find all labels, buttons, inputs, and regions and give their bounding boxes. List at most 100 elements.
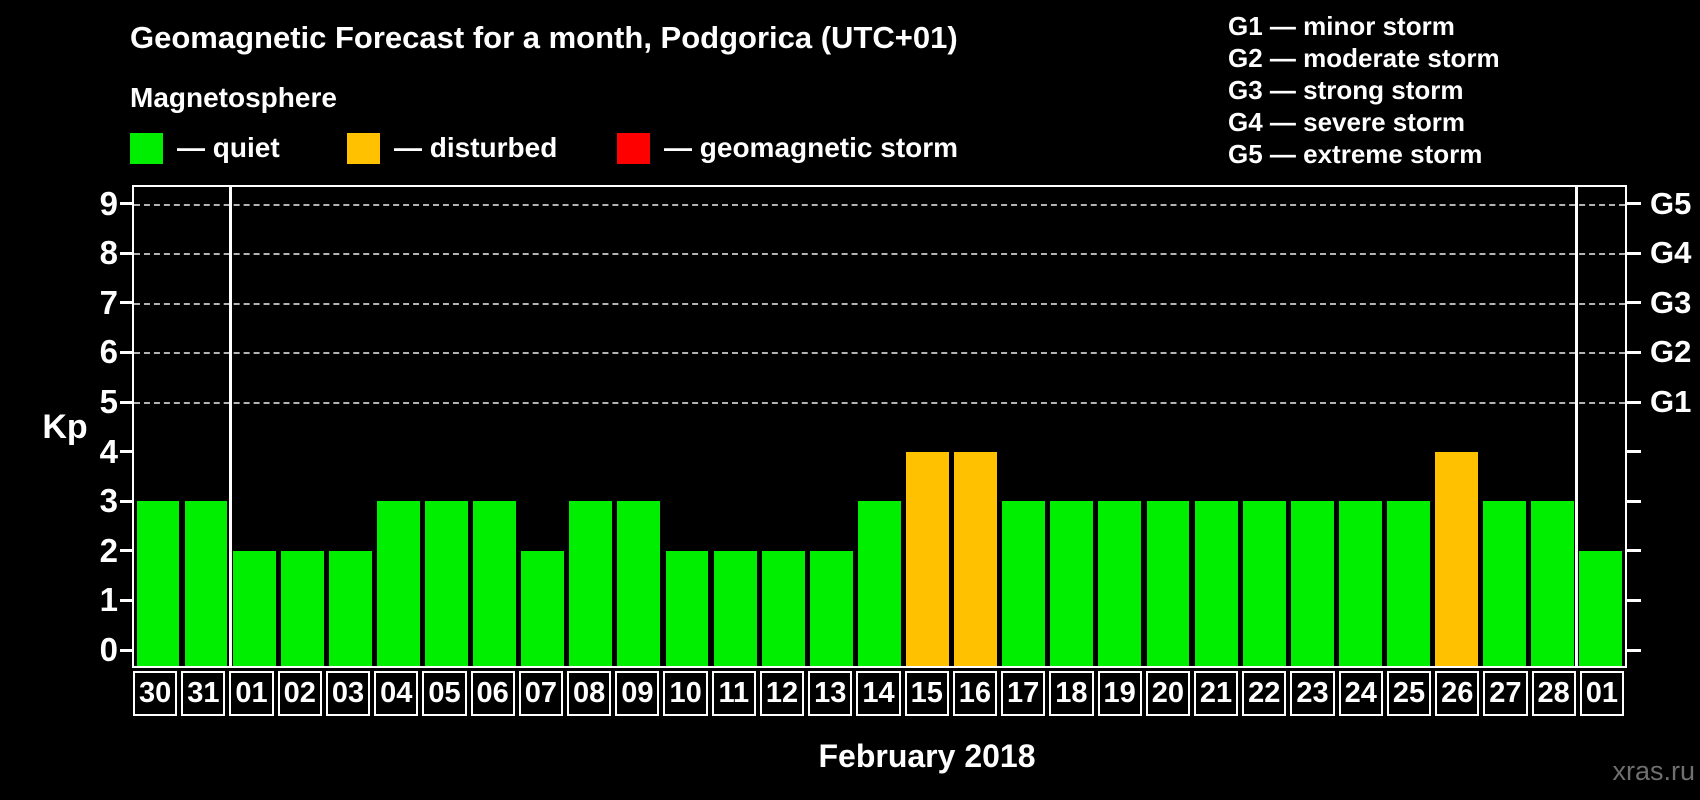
day-label-09: 09 [615, 671, 660, 716]
day-label-27: 27 [1483, 671, 1528, 716]
g-axis-label-G5: G5 [1650, 185, 1692, 221]
bar-day-21 [1194, 501, 1238, 666]
x-axis-title: February 2018 [818, 738, 1036, 774]
bar-day-23 [1290, 501, 1334, 666]
day-label-26: 26 [1435, 671, 1480, 716]
y-tick-label: 1 [99, 581, 118, 619]
right-tick [1627, 301, 1641, 305]
bar-day-30 [136, 501, 180, 666]
bar-day-22 [1242, 501, 1286, 666]
day-label-28: 28 [1531, 671, 1576, 716]
day-label-22: 22 [1242, 671, 1287, 716]
legend-item-disturbed: — disturbed [347, 131, 557, 165]
day-label-01: 01 [1579, 671, 1624, 716]
bar-day-20 [1146, 501, 1190, 666]
day-label-10: 10 [663, 671, 708, 716]
bar-day-01 [1579, 550, 1623, 666]
bar-day-01 [232, 550, 276, 666]
legend-label-storm: — geomagnetic storm [664, 132, 959, 163]
bar-day-11 [713, 550, 757, 666]
day-label-19: 19 [1097, 671, 1142, 716]
bar-day-03 [328, 550, 372, 666]
y-tick-label: 6 [99, 333, 118, 371]
right-tick [1627, 648, 1641, 652]
quiet-color-swatch [130, 132, 163, 164]
g2-legend-line: G2 — moderate storm [1228, 43, 1500, 73]
y-tick [120, 450, 132, 454]
y-tick-label: 8 [99, 234, 118, 272]
g1-legend-line: G1 — minor storm [1228, 11, 1455, 41]
disturbed-color-swatch [347, 132, 380, 164]
right-tick [1627, 350, 1641, 354]
bar-day-16 [954, 451, 998, 666]
day-label-03: 03 [325, 671, 371, 716]
day-label-21: 21 [1193, 671, 1239, 716]
y-tick [120, 350, 132, 354]
chart-title: Geomagnetic Forecast for a month, Podgor… [130, 20, 958, 55]
y-tick-label: 7 [99, 283, 118, 321]
day-label-30: 30 [133, 671, 178, 716]
g-axis-label-G3: G3 [1650, 284, 1692, 320]
bar-day-31 [184, 501, 228, 666]
day-label-05: 05 [422, 671, 467, 716]
right-tick [1627, 450, 1641, 454]
y-tick-label: 9 [99, 184, 118, 222]
month-boundary-line [228, 187, 232, 666]
right-tick [1627, 598, 1641, 602]
g4-legend-line: G4 — severe storm [1228, 107, 1466, 137]
y-axis-title: Kp [42, 408, 88, 446]
y-tick [120, 648, 132, 652]
day-label-06: 06 [470, 671, 515, 716]
legend-label-disturbed: — disturbed [394, 132, 558, 163]
day-label-14: 14 [856, 671, 901, 716]
bar-day-04 [376, 501, 420, 666]
bar-day-27 [1483, 501, 1527, 666]
legend-item-storm: — geomagnetic storm [617, 131, 958, 165]
g5-legend-line: G5 — extreme storm [1228, 139, 1483, 169]
bar-day-12 [761, 550, 805, 666]
bar-day-02 [280, 550, 324, 666]
bar-day-17 [1002, 501, 1046, 666]
g-axis-label-G1: G1 [1650, 384, 1692, 419]
day-label-25: 25 [1386, 671, 1432, 716]
bar-day-13 [809, 550, 853, 666]
day-label-15: 15 [904, 671, 949, 716]
y-tick [120, 202, 132, 206]
bar-day-14 [857, 501, 901, 666]
y-tick-label: 2 [99, 531, 118, 569]
day-label-24: 24 [1338, 671, 1383, 716]
g-scale-legend: G1 — minor storm G2 — moderate storm G3 … [1228, 10, 1500, 170]
y-tick-label: 4 [99, 432, 118, 470]
g-axis-label-G2: G2 [1650, 334, 1692, 370]
y-tick-label: 3 [99, 482, 118, 520]
right-tick [1627, 202, 1641, 206]
x-axis-day-labels: 30 31 01 02 03 04 05 06 07 08 09 10 11 12 13 14 15 16 17 18… [132, 671, 1627, 718]
bar-day-18 [1050, 501, 1094, 666]
y-tick-label: 0 [99, 631, 118, 668]
gridline-kp-5 [134, 402, 1625, 404]
day-label-04: 04 [374, 671, 419, 716]
bar-day-05 [425, 501, 468, 666]
day-label-31: 31 [181, 671, 226, 716]
bar-day-06 [473, 501, 517, 666]
day-label-02: 02 [277, 671, 322, 716]
day-label-11: 11 [711, 671, 756, 716]
g-axis-label-G4: G4 [1650, 235, 1692, 271]
storm-color-swatch [617, 132, 650, 164]
y-tick [120, 251, 132, 255]
day-label-20: 20 [1145, 671, 1190, 716]
g3-legend-line: G3 — strong storm [1228, 75, 1464, 105]
plot-area [132, 185, 1627, 668]
day-label-12: 12 [759, 671, 805, 716]
day-label-07: 07 [518, 671, 564, 716]
right-tick [1627, 549, 1641, 553]
gridline-kp-7 [134, 302, 1625, 305]
y-tick [120, 301, 132, 305]
y-tick [120, 598, 132, 602]
y-tick [120, 549, 132, 553]
bar-day-15 [906, 451, 949, 666]
bar-day-28 [1531, 501, 1575, 666]
bar-day-24 [1338, 501, 1382, 666]
watermark: xras.ru [1612, 756, 1695, 786]
